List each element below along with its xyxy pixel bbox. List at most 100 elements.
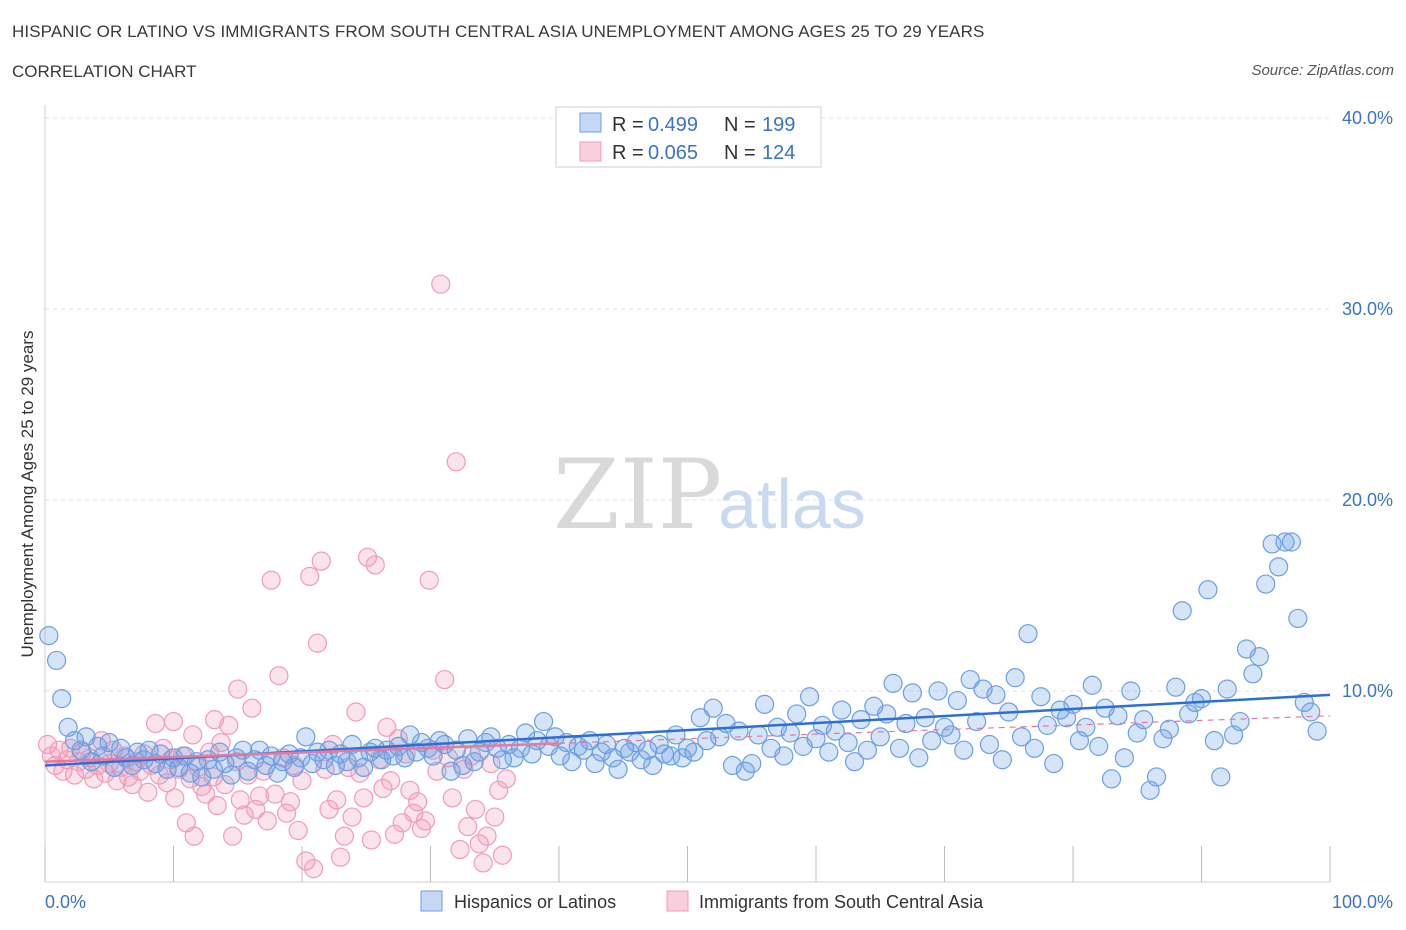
pink-point-111 xyxy=(465,799,486,820)
blue-point-206 xyxy=(1294,692,1314,713)
series-pink-points xyxy=(37,274,516,879)
blue-point-142 xyxy=(883,673,903,693)
y-tick-label-0: 10.0% xyxy=(1342,681,1393,701)
chart-title: HISPANIC OR LATINO VS IMMIGRANTS FROM SO… xyxy=(12,22,985,41)
blue-point-10 xyxy=(99,732,119,753)
blue-point-186 xyxy=(1166,677,1186,697)
blue-point-129 xyxy=(799,687,820,707)
y-axis-label: Unemployment Among Ages 25 to 29 years xyxy=(18,331,37,658)
blue-point-148 xyxy=(922,731,942,751)
blue-point-187 xyxy=(1172,601,1192,621)
series-legend-label-pink: Immigrants from South Central Asia xyxy=(699,892,984,912)
blue-point-42 xyxy=(284,757,304,778)
pink-point-39 xyxy=(188,757,208,778)
legend-swatch-pink xyxy=(579,141,602,162)
pink-point-103 xyxy=(435,669,455,690)
pink-point-47 xyxy=(219,715,239,735)
blue-point-113 xyxy=(697,731,717,751)
blue-point-157 xyxy=(979,734,1000,755)
pink-point-53 xyxy=(242,698,262,718)
legend-r-value-blue: 0.499 xyxy=(648,114,698,136)
pink-point-50 xyxy=(230,790,250,810)
blue-point-39 xyxy=(267,763,288,783)
pink-point-113 xyxy=(473,853,493,873)
correlation-legend: R = 0.499 N = 199 R = 0.065 N = 124 xyxy=(555,106,822,168)
pink-point-94 xyxy=(400,780,420,800)
watermark-atlas: atlas xyxy=(718,465,866,543)
pink-point-112 xyxy=(469,834,489,854)
blue-point-159 xyxy=(992,750,1012,770)
blue-point-193 xyxy=(1211,767,1231,787)
pink-point-84 xyxy=(361,830,381,850)
blue-point-98 xyxy=(608,759,628,779)
pink-point-76 xyxy=(330,847,351,867)
pink-point-88 xyxy=(377,717,397,737)
pink-point-26 xyxy=(138,782,158,802)
blue-point-71 xyxy=(453,755,473,776)
x-tick-label-1: 100.0% xyxy=(1332,892,1393,912)
y-tick-label-3: 40.0% xyxy=(1342,108,1393,128)
blue-point-196 xyxy=(1230,711,1250,732)
grid-lines xyxy=(45,117,1330,692)
blue-point-62 xyxy=(400,725,420,745)
legend-swatch-blue xyxy=(579,112,602,133)
legend-n-label-pink: N = xyxy=(724,142,756,164)
source-credit: Source: ZipAtlas.com xyxy=(1251,62,1394,79)
pink-point-55 xyxy=(249,786,270,806)
blue-point-161 xyxy=(1005,668,1025,688)
blue-point-202 xyxy=(1268,557,1289,577)
watermark: ZIP atlas xyxy=(553,439,866,551)
blue-point-178 xyxy=(1114,748,1135,768)
legend-n-value-blue: 199 xyxy=(762,114,795,136)
blue-point-114 xyxy=(703,698,723,718)
blue-point-155 xyxy=(967,711,987,732)
blue-point-165 xyxy=(1031,687,1051,707)
blue-point-192 xyxy=(1204,731,1224,751)
blue-point-167 xyxy=(1044,753,1064,774)
pink-point-0 xyxy=(37,734,58,755)
blue-point-109 xyxy=(672,748,692,768)
blue-point-0 xyxy=(39,626,59,646)
pink-point-106 xyxy=(446,452,466,472)
pink-point-70 xyxy=(307,633,328,653)
legend-n-label-blue: N = xyxy=(724,114,756,136)
pink-point-99 xyxy=(419,570,439,590)
pink-point-33 xyxy=(165,788,185,808)
pink-point-57 xyxy=(257,811,277,831)
blue-point-4 xyxy=(64,731,85,751)
blue-point-205 xyxy=(1288,608,1308,629)
series-legend-swatch-pink xyxy=(666,890,689,912)
pink-point-77 xyxy=(334,826,355,846)
pink-point-29 xyxy=(149,765,169,785)
blue-point-164 xyxy=(1024,738,1045,758)
pink-point-95 xyxy=(404,803,424,823)
pink-point-73 xyxy=(319,799,339,820)
pink-point-71 xyxy=(311,551,331,571)
blue-point-102 xyxy=(631,750,651,770)
blue-point-132 xyxy=(819,742,839,762)
blue-point-184 xyxy=(1153,729,1173,749)
pink-point-68 xyxy=(300,566,320,587)
blue-point-8 xyxy=(88,736,108,756)
blue-point-208 xyxy=(1307,721,1327,741)
blue-point-162 xyxy=(1011,727,1032,747)
series-legend-label-blue: Hispanics or Latinos xyxy=(454,892,616,912)
pink-point-105 xyxy=(442,788,462,808)
blue-point-34 xyxy=(238,761,258,781)
blue-point-174 xyxy=(1089,736,1109,756)
series-blue-points xyxy=(39,532,1327,800)
pink-point-121 xyxy=(228,679,248,699)
pink-point-101 xyxy=(427,761,447,781)
blue-point-153 xyxy=(954,740,974,760)
blue-point-163 xyxy=(1018,624,1038,644)
tick-labels: 10.0% 20.0% 30.0% 40.0% 0.0% 100.0% xyxy=(45,108,1393,912)
y-tick-label-1: 20.0% xyxy=(1342,490,1393,510)
pink-point-82 xyxy=(354,788,374,808)
blue-point-145 xyxy=(902,683,922,703)
pink-point-31 xyxy=(157,773,177,793)
pink-point-79 xyxy=(342,807,362,827)
blue-point-183 xyxy=(1146,767,1167,787)
blue-point-158 xyxy=(986,685,1006,705)
pink-point-98 xyxy=(415,811,435,831)
pink-point-119 xyxy=(496,769,516,789)
